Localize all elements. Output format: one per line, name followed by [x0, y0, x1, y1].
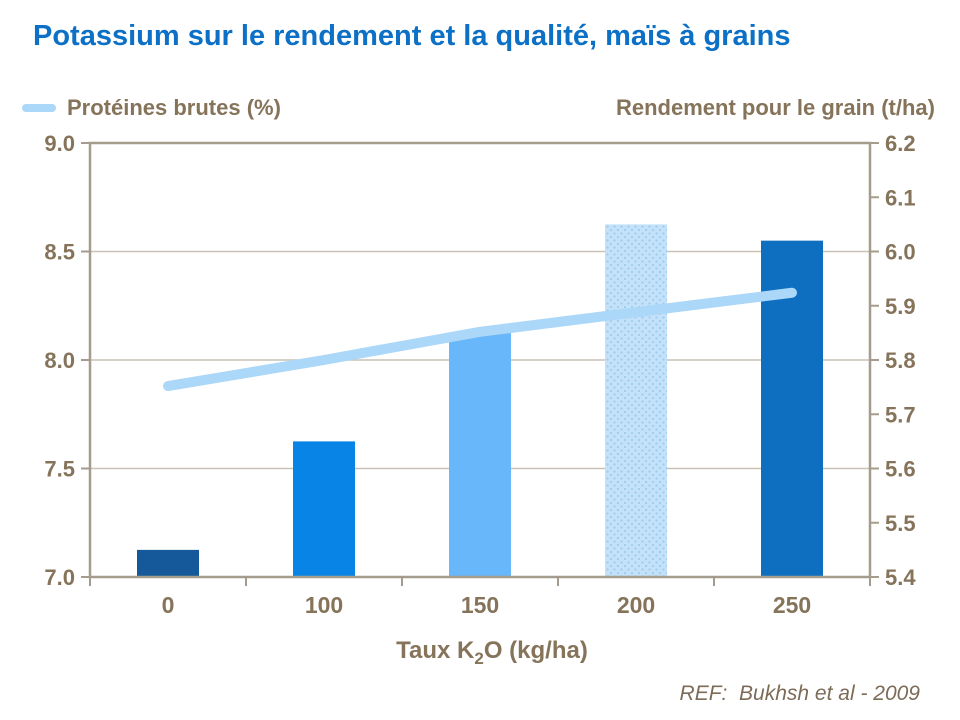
- right-axis-tick-label: 6.0: [885, 240, 916, 265]
- x-axis-title: Taux K2O (kg/ha): [396, 637, 588, 668]
- x-axis-tick-label: 100: [305, 592, 343, 618]
- legend-item-proteins: Protéines brutes (%): [22, 95, 281, 121]
- x-axis-title-part: O (kg/ha): [484, 637, 588, 664]
- protein-line: [163, 287, 797, 392]
- right-axis-tick-label: 5.7: [885, 402, 916, 427]
- x-axis-title-subscript: 2: [474, 649, 483, 668]
- x-axis-tick-label: 150: [461, 592, 499, 618]
- legend-row: Protéines brutes (%) Rendement pour le g…: [22, 94, 935, 122]
- left-axis-tick-label: 7.0: [44, 565, 75, 590]
- right-axis-tick-label: 5.9: [885, 294, 916, 319]
- reference-note: REF: Bukhsh et al - 2009: [679, 682, 920, 705]
- right-axis-tick-label: 5.5: [885, 511, 916, 536]
- left-axis-tick-label: 9.0: [44, 131, 75, 156]
- left-axis-tick-label: 7.5: [44, 457, 75, 482]
- line-series-swatch-icon: [22, 104, 56, 112]
- left-axis-tick-label: 8.0: [44, 348, 75, 373]
- legend-label: Protéines brutes (%): [67, 95, 281, 120]
- right-axis-tick-label: 5.6: [885, 457, 916, 482]
- combo-chart: 7.0 7.5 8.0 8.5 9.0 5.4 5.5 5.6 5.7 5.8 5.9 6.0 6.1 6…: [44, 131, 916, 668]
- x-axis-tick-label: 250: [773, 592, 811, 618]
- right-axis-tick-label: 5.8: [885, 348, 916, 373]
- x-axis-tick-label: 0: [162, 592, 175, 618]
- bar: [605, 224, 667, 577]
- x-axis-tick-label: 200: [617, 592, 655, 618]
- x-axis-title-part: Taux K: [396, 637, 475, 664]
- right-axis-tick-label: 5.4: [885, 565, 916, 590]
- bar: [137, 549, 199, 577]
- left-axis-tick-label: 8.5: [44, 240, 75, 265]
- right-axis-tick-label: 6.2: [885, 131, 916, 156]
- bar: [293, 441, 355, 577]
- chart-title: Potassium sur le rendement et la qualité…: [33, 20, 791, 52]
- bar: [449, 332, 511, 577]
- right-axis-title: Rendement pour le grain (t/ha): [615, 95, 935, 120]
- right-axis-tick-label: 6.1: [885, 185, 916, 210]
